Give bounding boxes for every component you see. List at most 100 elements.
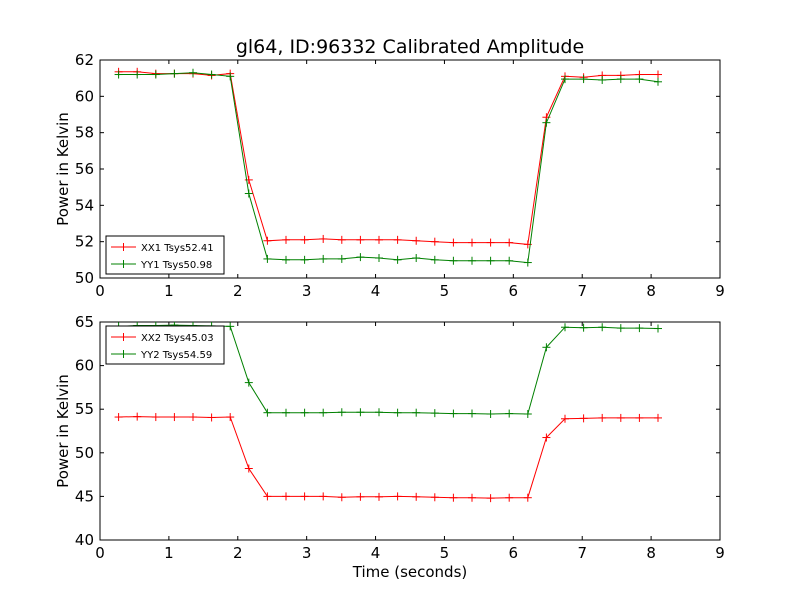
data-point <box>505 256 514 265</box>
data-point <box>579 75 588 84</box>
data-point <box>523 409 532 418</box>
x-tick-label: 0 <box>95 544 105 562</box>
data-point <box>114 413 123 422</box>
data-point <box>337 493 346 502</box>
data-point <box>635 413 644 422</box>
data-point <box>282 235 290 244</box>
data-point <box>579 414 588 423</box>
data-point <box>114 70 123 79</box>
data-point <box>449 256 458 265</box>
y-tick-label: 54 <box>75 196 94 214</box>
data-point <box>430 493 439 502</box>
data-point <box>244 378 253 387</box>
data-point <box>468 238 476 247</box>
data-point <box>430 409 439 418</box>
data-point <box>635 75 644 84</box>
data-point <box>393 408 402 417</box>
data-point <box>282 408 290 417</box>
y-tick-label: 60 <box>75 357 94 375</box>
data-point <box>375 492 383 501</box>
data-point <box>170 413 179 422</box>
x-tick-label: 2 <box>233 544 243 562</box>
y-tick-label: 56 <box>75 160 94 178</box>
x-tick-label: 3 <box>302 544 312 562</box>
data-point <box>133 412 142 421</box>
y-axis-label: Power in Kelvin <box>54 374 72 488</box>
data-point <box>226 413 235 422</box>
data-point <box>523 493 532 502</box>
data-point <box>244 464 253 473</box>
plot-area <box>114 67 662 267</box>
y-tick-label: 55 <box>75 400 94 418</box>
data-point <box>356 408 365 417</box>
data-point <box>300 255 309 264</box>
data-point <box>486 238 495 247</box>
x-tick-label: 1 <box>164 544 174 562</box>
data-point <box>319 254 328 263</box>
data-point <box>598 413 607 422</box>
data-point <box>151 70 160 79</box>
x-tick-label: 9 <box>715 282 725 300</box>
data-point <box>207 413 216 422</box>
data-point <box>412 492 421 501</box>
data-point <box>468 493 476 502</box>
data-point <box>263 492 272 501</box>
y-axis-label: Power in Kelvin <box>54 112 72 226</box>
y-tick-label: 52 <box>75 233 94 251</box>
data-point <box>226 322 235 331</box>
data-point <box>282 492 290 501</box>
data-point <box>319 408 328 417</box>
data-point <box>542 343 551 352</box>
data-point <box>337 408 346 417</box>
data-point <box>505 409 514 418</box>
legend: XX1 Tsys52.41 YY1 Tsys50.98 <box>105 235 225 275</box>
y-tick-label: 50 <box>75 444 94 462</box>
legend-box <box>105 325 225 365</box>
data-point <box>449 409 458 418</box>
data-point <box>412 254 421 263</box>
x-tick-label: 7 <box>577 282 587 300</box>
x-tick-label: 5 <box>440 544 450 562</box>
data-point <box>654 324 662 333</box>
data-point <box>561 75 569 84</box>
x-tick-label: 0 <box>95 282 105 300</box>
data-point <box>300 492 309 501</box>
x-tick-label: 8 <box>646 544 656 562</box>
x-tick-label: 5 <box>440 282 450 300</box>
data-point <box>356 492 365 501</box>
y-tick-label: 60 <box>75 87 94 105</box>
legend-label: XX2 Tsys45.03 <box>141 333 214 344</box>
axes-frame <box>99 321 721 541</box>
data-point <box>654 77 662 86</box>
data-point <box>468 409 476 418</box>
y-tick-label: 40 <box>75 531 94 549</box>
data-point <box>337 235 346 244</box>
data-point <box>393 255 402 264</box>
data-point <box>654 413 662 422</box>
data-point <box>375 408 383 417</box>
x-tick-label: 1 <box>164 282 174 300</box>
data-point <box>616 324 625 333</box>
x-tick-label: 3 <box>302 282 312 300</box>
legend: XX2 Tsys45.03 YY2 Tsys54.59 <box>105 325 225 365</box>
data-point <box>133 70 142 79</box>
data-point <box>542 118 551 127</box>
data-point <box>263 408 272 417</box>
legend-label: YY1 Tsys50.98 <box>140 260 212 271</box>
data-point <box>635 324 644 333</box>
x-tick-label: 6 <box>509 544 519 562</box>
data-point <box>486 256 495 265</box>
data-point <box>337 254 346 263</box>
data-point <box>263 236 272 245</box>
x-tick-label: 6 <box>509 282 519 300</box>
data-point <box>300 408 309 417</box>
data-point <box>523 258 532 267</box>
data-point <box>356 235 365 244</box>
data-point <box>412 408 421 417</box>
data-point <box>207 70 216 79</box>
data-point <box>654 70 662 79</box>
data-point <box>244 175 253 184</box>
